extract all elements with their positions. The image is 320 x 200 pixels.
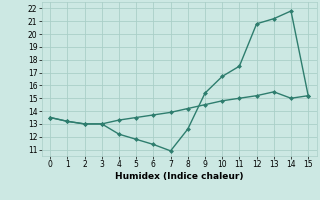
X-axis label: Humidex (Indice chaleur): Humidex (Indice chaleur) <box>115 172 244 181</box>
